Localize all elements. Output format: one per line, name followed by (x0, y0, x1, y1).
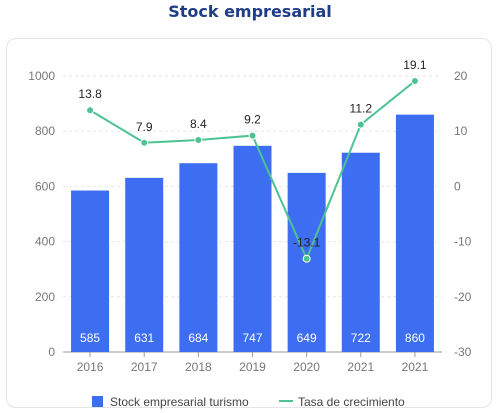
line-series: 13.8 7.9 8.4 9.2 -13.1 11.2 19.1 (78, 58, 427, 263)
line-value-label: -13.1 (293, 236, 321, 250)
line-value-label: 13.8 (78, 87, 102, 101)
legend: Stock empresarial turismo Tasa de crecimi… (92, 395, 405, 409)
bar-value-label: 649 (297, 331, 317, 345)
legend-bar-swatch (92, 396, 103, 407)
line-point (194, 136, 203, 145)
bar-value-label: 631 (134, 331, 154, 345)
x-tick-label: 2018 (185, 360, 212, 374)
line-point (86, 106, 95, 115)
bar (341, 152, 380, 352)
right-tick-label: -10 (454, 235, 472, 249)
line-value-label: 7.9 (136, 120, 153, 134)
chart-title: Stock empresarial (168, 2, 332, 21)
left-tick-label: 1000 (28, 69, 55, 83)
bar-value-label: 684 (188, 331, 208, 345)
legend-bar-label: Stock empresarial turismo (110, 395, 249, 409)
bar-value-label: 747 (242, 331, 262, 345)
x-tick-label: 2017 (131, 360, 158, 374)
bar (179, 163, 218, 352)
line-point (356, 120, 365, 129)
bar-value-label: 860 (405, 331, 425, 345)
x-tick-label: 2021 (402, 360, 429, 374)
right-tick-label: 0 (454, 179, 461, 193)
left-tick-label: 200 (35, 290, 55, 304)
legend-line-label: Tasa de crecimiento (298, 395, 405, 409)
x-tick-label: 2016 (77, 360, 104, 374)
left-tick-label: 800 (35, 124, 55, 138)
bar (71, 190, 110, 352)
left-axis: 0 200 400 600 800 1000 (28, 69, 55, 359)
bar-value-label: 585 (80, 331, 100, 345)
x-axis: 2016 2017 2018 2019 2020 2021 2021 (77, 352, 429, 374)
line-value-label: 8.4 (190, 117, 207, 131)
bar (125, 177, 164, 352)
line-point (140, 138, 149, 147)
bar (395, 114, 434, 352)
bar (233, 145, 272, 352)
line-point (410, 76, 419, 85)
right-tick-label: -20 (454, 290, 472, 304)
right-axis: -30 -20 -10 0 10 20 (454, 69, 472, 359)
line-point (302, 254, 311, 263)
right-tick-label: -30 (454, 345, 472, 359)
bar-value-label: 722 (351, 331, 371, 345)
left-tick-label: 400 (35, 235, 55, 249)
x-tick-label: 2019 (239, 360, 266, 374)
right-tick-label: 20 (454, 69, 468, 83)
x-tick-label: 2020 (293, 360, 320, 374)
x-tick-label: 2021 (347, 360, 374, 374)
line-point (248, 131, 257, 140)
left-tick-label: 600 (35, 179, 55, 193)
line-value-label: 11.2 (350, 102, 373, 116)
right-tick-label: 10 (454, 124, 468, 138)
line-value-label: 19.1 (403, 58, 427, 72)
line-value-label: 9.2 (244, 113, 261, 127)
left-tick-label: 0 (48, 345, 55, 359)
bar-series: 585 631 684 747 649 722 860 (71, 114, 434, 352)
